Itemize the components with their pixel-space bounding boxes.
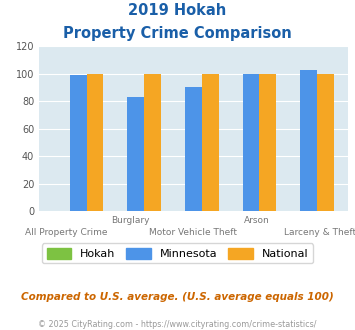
Text: All Property Crime: All Property Crime [26, 228, 108, 237]
Bar [144, 74, 161, 211]
Bar [317, 74, 334, 211]
Legend: Hokah, Minnesota, National: Hokah, Minnesota, National [42, 244, 313, 263]
Bar [202, 74, 219, 211]
Bar [70, 75, 87, 211]
Text: © 2025 CityRating.com - https://www.cityrating.com/crime-statistics/: © 2025 CityRating.com - https://www.city… [38, 320, 317, 329]
Bar [300, 70, 317, 211]
Text: Motor Vehicle Theft: Motor Vehicle Theft [149, 228, 237, 237]
Text: Property Crime Comparison: Property Crime Comparison [63, 26, 292, 41]
Text: Arson: Arson [244, 216, 270, 225]
Text: Burglary: Burglary [111, 216, 149, 225]
Bar [87, 74, 103, 211]
Bar [260, 74, 276, 211]
Text: Compared to U.S. average. (U.S. average equals 100): Compared to U.S. average. (U.S. average … [21, 292, 334, 302]
Text: Larceny & Theft: Larceny & Theft [284, 228, 355, 237]
Bar [127, 97, 144, 211]
Text: 2019 Hokah: 2019 Hokah [129, 3, 226, 18]
Bar [185, 87, 202, 211]
Bar [243, 74, 260, 211]
